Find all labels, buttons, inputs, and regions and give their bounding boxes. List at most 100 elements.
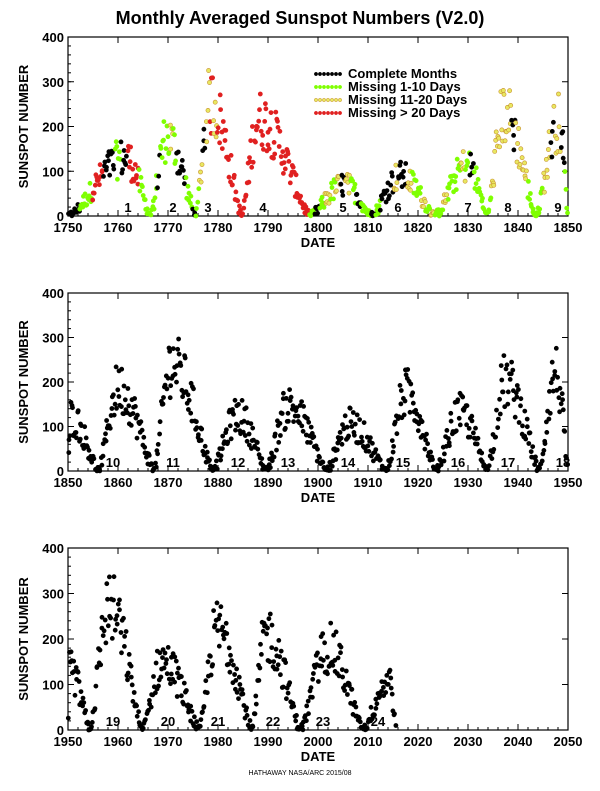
data-point xyxy=(161,119,167,124)
data-point xyxy=(266,146,272,152)
data-point xyxy=(124,153,129,159)
data-point xyxy=(178,674,184,679)
data-point xyxy=(117,149,122,155)
x-tick-label: 1830 xyxy=(454,220,483,235)
data-point xyxy=(125,670,131,676)
data-point xyxy=(193,206,199,211)
y-tick-label: 100 xyxy=(42,678,64,693)
data-point xyxy=(172,654,178,660)
data-point xyxy=(217,92,223,98)
data-point xyxy=(254,124,260,130)
y-tick-label: 200 xyxy=(42,632,64,647)
data-point xyxy=(105,623,111,629)
data-point xyxy=(329,185,335,190)
data-point xyxy=(280,170,286,176)
data-point xyxy=(164,671,170,677)
data-point xyxy=(271,155,276,161)
data-point xyxy=(315,679,321,684)
data-point xyxy=(394,180,400,185)
data-point xyxy=(304,703,310,709)
data-point xyxy=(266,616,272,622)
data-point xyxy=(170,126,176,131)
data-point xyxy=(325,671,330,677)
data-point xyxy=(237,682,243,687)
data-point xyxy=(290,164,296,170)
data-point xyxy=(229,658,234,663)
data-point xyxy=(320,631,326,637)
cycle-label: 20 xyxy=(161,714,175,729)
data-point xyxy=(262,119,268,124)
data-point xyxy=(138,174,144,180)
data-point xyxy=(377,207,383,213)
data-point xyxy=(131,690,137,695)
data-point xyxy=(253,693,259,699)
data-point xyxy=(340,192,346,198)
data-point xyxy=(269,622,275,628)
data-point xyxy=(315,210,320,216)
data-point xyxy=(114,621,120,627)
data-point xyxy=(352,181,358,187)
data-point xyxy=(471,169,477,175)
data-point xyxy=(349,686,355,692)
data-point xyxy=(179,157,185,163)
data-point xyxy=(260,132,266,138)
data-point xyxy=(376,203,382,209)
data-point xyxy=(263,106,269,112)
data-point xyxy=(113,139,119,145)
data-point xyxy=(285,151,291,157)
data-point xyxy=(387,667,393,673)
data-point xyxy=(161,137,166,143)
data-point xyxy=(246,179,252,185)
data-point xyxy=(250,159,256,165)
data-point xyxy=(330,663,336,668)
data-point xyxy=(236,696,241,701)
data-point xyxy=(236,674,242,680)
x-tick-label: 1980 xyxy=(204,734,233,749)
data-point xyxy=(232,672,237,677)
data-point xyxy=(211,608,216,613)
data-point xyxy=(252,711,258,717)
data-point xyxy=(91,190,97,196)
data-point xyxy=(338,181,344,187)
data-point xyxy=(231,172,237,178)
data-point xyxy=(103,640,109,646)
data-point xyxy=(275,662,281,668)
data-point xyxy=(115,176,120,182)
cycle-label: 9 xyxy=(554,200,561,215)
data-point xyxy=(339,667,345,672)
data-point xyxy=(168,146,174,152)
cycle-label: 5 xyxy=(339,200,346,215)
data-point xyxy=(216,643,222,649)
data-point xyxy=(165,134,171,140)
data-point xyxy=(223,620,229,626)
data-point xyxy=(134,713,140,719)
data-point xyxy=(107,574,112,580)
data-point xyxy=(259,142,265,148)
x-tick-label: 1780 xyxy=(204,220,233,235)
data-point xyxy=(137,188,143,194)
data-point xyxy=(257,665,263,671)
data-point xyxy=(84,202,90,208)
data-point xyxy=(148,704,154,710)
data-point xyxy=(212,623,218,628)
data-point xyxy=(230,662,236,668)
credit-text: HATHAWAY NASA/ARC 2015/08 xyxy=(248,770,352,777)
data-point xyxy=(112,627,118,633)
data-point xyxy=(198,169,203,175)
data-point xyxy=(221,636,227,642)
data-point xyxy=(333,188,339,194)
data-point xyxy=(308,685,314,691)
data-point xyxy=(293,718,299,724)
data-point xyxy=(240,691,246,697)
data-point xyxy=(383,199,389,205)
y-tick-label: 300 xyxy=(42,587,64,602)
data-point xyxy=(132,162,138,167)
data-point xyxy=(219,146,225,151)
data-point xyxy=(384,188,390,193)
data-point xyxy=(212,99,218,105)
data-point xyxy=(218,107,223,112)
data-point xyxy=(120,167,125,172)
data-point xyxy=(278,648,284,654)
data-point xyxy=(287,680,293,686)
data-point xyxy=(215,628,221,633)
